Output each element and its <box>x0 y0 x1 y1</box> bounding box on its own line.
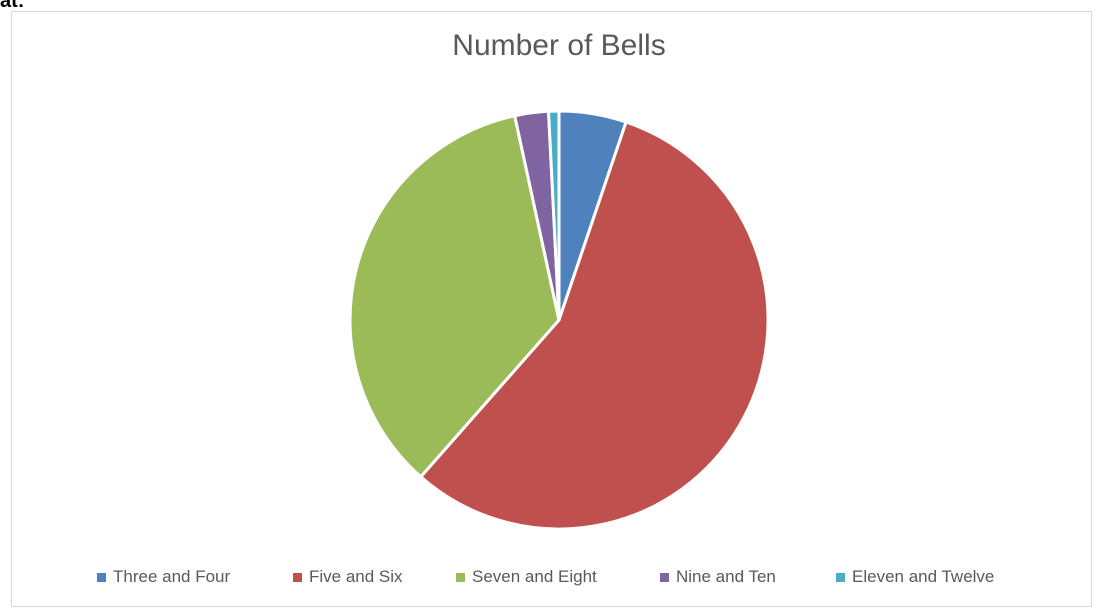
legend-swatch <box>293 572 302 582</box>
chart-legend: Three and Four Five and Six Seven and Eigh… <box>0 565 1096 589</box>
legend-swatch <box>660 572 669 582</box>
pie-slice-seven-and-eight <box>348 114 561 479</box>
chart-title: Number of Bells <box>452 29 666 62</box>
legend-swatch <box>836 572 845 582</box>
pie-slice-five-and-six <box>419 120 770 531</box>
legend-item: Nine and Ten <box>660 565 776 589</box>
legend-item: Seven and Eight <box>456 565 597 589</box>
legend-item: Eleven and Twelve <box>836 565 994 589</box>
pie-slice-eleven-and-twelve <box>547 109 561 322</box>
legend-label: Seven and Eight <box>472 567 597 586</box>
legend-label: Five and Six <box>309 567 403 586</box>
legend-swatch <box>456 572 465 582</box>
legend-item: Five and Six <box>293 565 403 589</box>
legend-item: Three and Four <box>97 565 230 589</box>
legend-label: Nine and Ten <box>676 567 776 586</box>
legend-label: Eleven and Twelve <box>852 567 995 586</box>
legend-label: Three and Four <box>113 567 231 586</box>
text-fragment: at: <box>0 0 25 12</box>
legend-swatch <box>97 572 106 582</box>
